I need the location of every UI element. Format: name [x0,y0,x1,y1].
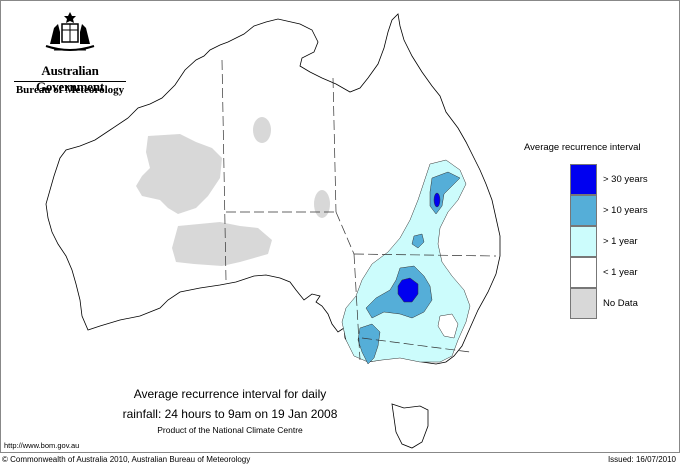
legend-swatch [570,226,597,257]
region-gt-10-years-small [411,233,425,249]
map-caption: Average recurrence interval for daily ra… [100,384,360,436]
legend-title: Average recurrence interval [524,142,641,153]
legend-swatch [570,257,597,288]
legend-item-gt-10-years: > 10 years [570,195,680,226]
caption-line-3: Product of the National Climate Centre [157,425,303,435]
logo-divider [14,81,126,82]
no-data-regions [136,117,330,266]
legend-label: No Data [603,298,638,309]
legend-swatch [570,164,597,195]
website-link[interactable]: http://www.bom.gov.au [4,441,80,450]
legend-swatch [570,288,597,319]
legend-item-gt-30-years: > 30 years [570,164,680,195]
bureau-name: Bureau of Meteorology [15,84,125,96]
legend-item-gt-1-year: > 1 year [570,226,680,257]
caption-line-1: Average recurrence interval for daily [133,387,327,401]
agency-name: Australian Government [35,63,105,94]
caption-line-2: rainfall: 24 hours to 9am on 19 Jan 2008 [122,407,338,421]
coat-of-arms-icon [45,12,95,51]
legend-swatch [570,195,597,226]
rainfall-shading [341,159,471,365]
legend-label: > 30 years [603,174,648,185]
agency-logo: Australian Government Bureau of Meteorol… [8,8,130,96]
region-gt-30-years-central [397,277,419,303]
tasmania-outline [391,403,429,449]
state-borders [221,59,497,361]
region-gt-30-years-north [433,192,441,208]
legend-label: > 1 year [603,236,638,247]
issued-date: Issued: 16/07/2010 [607,455,676,464]
australia-map [45,13,501,449]
legend-item-lt-1-year: < 1 year [570,257,680,288]
legend-label: < 1 year [603,267,638,278]
region-lt-1-year-hole [437,313,459,339]
legend-label: > 10 years [603,205,648,216]
copyright-notice: © Commonwealth of Australia 2010, Austra… [2,455,251,464]
legend-item-no-data: No Data [570,288,680,319]
